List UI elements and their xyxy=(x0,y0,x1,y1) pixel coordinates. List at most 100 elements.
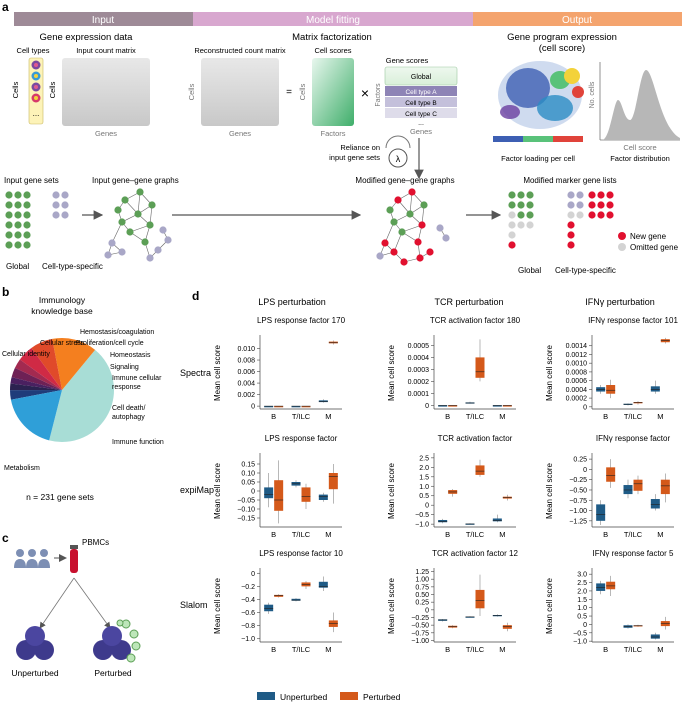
box xyxy=(633,475,643,495)
box xyxy=(448,489,458,497)
gene-dot xyxy=(508,241,516,249)
y-tick-label: 0 xyxy=(251,404,255,411)
y-axis-label: Mean cell score xyxy=(545,344,554,401)
legend-omitted-gene-swatch xyxy=(618,243,626,251)
box-body xyxy=(650,386,660,392)
pie-slice xyxy=(31,338,62,390)
gene-dot xyxy=(567,201,575,209)
x-tick-label: M xyxy=(325,412,331,421)
gene-dot xyxy=(526,191,534,199)
box xyxy=(492,614,502,617)
box xyxy=(596,580,606,595)
modified-marker-lists-title: Modified marker gene lists xyxy=(523,176,616,185)
svg-text:λ: λ xyxy=(396,154,401,164)
y-tick-label: −0.5 xyxy=(415,512,429,519)
box-plot: IFNγ response factor 101 Mean cell score 0… xyxy=(545,316,678,421)
y-tick-label: 2.5 xyxy=(577,580,587,587)
y-tick-label: 0 xyxy=(425,607,429,614)
box-body xyxy=(502,625,512,629)
box xyxy=(660,473,670,503)
global-factor-box xyxy=(384,66,458,86)
box-body xyxy=(633,479,643,491)
y-tick-label: 0.0004 xyxy=(408,355,430,362)
genes-axis-label-2: Genes xyxy=(229,129,251,138)
x-tick-label: B xyxy=(445,412,450,421)
box xyxy=(291,598,301,602)
x-tick-label: B xyxy=(603,645,608,654)
y-tick-label: −0.10 xyxy=(237,507,255,514)
y-axis-label: Mean cell score xyxy=(213,462,222,519)
graph-node xyxy=(126,228,134,236)
graph-node xyxy=(134,210,142,218)
box xyxy=(596,385,606,394)
genes-axis-label-1: Genes xyxy=(95,129,117,138)
y-tick-label: 1.00 xyxy=(415,577,429,584)
gene-dot xyxy=(597,201,605,209)
y-tick-label: −0.5 xyxy=(573,630,587,637)
genes-axis-label-3: Genes xyxy=(410,127,432,136)
y-tick-label: 0.25 xyxy=(415,600,429,607)
x-tick-label: T/ILC xyxy=(292,530,311,539)
graph-node xyxy=(400,258,408,266)
y-tick-label: −0.2 xyxy=(241,584,255,591)
gene-dot xyxy=(597,191,605,199)
x-tick-label: M xyxy=(657,645,663,654)
box-body xyxy=(264,406,274,408)
y-tick-label: 0.0012 xyxy=(566,352,588,359)
box xyxy=(650,494,660,511)
gene-dot xyxy=(508,221,516,229)
y-tick-label: −0.05 xyxy=(237,498,255,505)
reliance-label-line1: Reliance on xyxy=(340,143,380,152)
gene-dot xyxy=(14,231,22,239)
box xyxy=(448,625,458,629)
graph-node xyxy=(118,218,126,226)
graph-edge xyxy=(409,191,413,215)
box xyxy=(274,405,284,408)
global-input-dots xyxy=(5,191,31,249)
y-tick-label: −0.75 xyxy=(411,630,429,637)
box-plot: IFNγ response factor 5 Mean cell score −1.… xyxy=(545,549,674,654)
gene-dot xyxy=(61,191,69,199)
x-tick-label: B xyxy=(271,412,276,421)
y-tick-label: 0.75 xyxy=(415,584,429,591)
chart-title: TCR activation factor 180 xyxy=(430,316,521,325)
input-count-matrix-label: Input count matrix xyxy=(76,46,136,55)
pie-slice-label: Immune cellular xyxy=(112,375,162,382)
box xyxy=(623,479,633,499)
pie-slice-label: Immune function xyxy=(112,439,164,446)
y-tick-label: −1.00 xyxy=(411,638,429,645)
pie-slice-label: Cell death/ xyxy=(112,405,146,412)
gene-dot xyxy=(52,201,60,209)
graph-node xyxy=(381,239,389,247)
gene-dot xyxy=(567,191,575,199)
box xyxy=(465,401,475,404)
box xyxy=(502,494,512,501)
y-tick-label: 2.0 xyxy=(419,465,429,472)
graph-node xyxy=(146,254,154,262)
blood-tube-icon xyxy=(70,545,78,573)
box-body xyxy=(492,615,502,617)
box-body xyxy=(448,405,458,407)
modified-gene-graphs-title: Modified gene–gene graphs xyxy=(355,176,454,185)
gene-dot xyxy=(526,201,534,209)
kb-title-line2: knowledge base xyxy=(31,306,93,316)
gene-dot xyxy=(588,211,596,219)
graph-node xyxy=(390,218,398,226)
y-tick-label: 1.5 xyxy=(577,597,587,604)
graph-node xyxy=(141,238,149,246)
graph-node xyxy=(154,246,162,254)
gene-dot xyxy=(14,201,22,209)
unperturbed-cells-icon xyxy=(16,626,54,660)
panel-label-d: d xyxy=(192,289,199,303)
pie-slice xyxy=(11,367,62,390)
cell-type-c-label: Cell type C xyxy=(405,111,437,118)
box-body xyxy=(606,467,616,482)
y-tick-label: 0.10 xyxy=(241,471,255,478)
box-body xyxy=(291,406,301,408)
x-tick-label: B xyxy=(603,530,608,539)
cell-types-column: ... xyxy=(28,57,44,125)
box xyxy=(633,624,643,627)
pie-slice-label: autophagy xyxy=(112,414,145,421)
row-label-expimap: expiMap xyxy=(180,485,214,495)
global-factor-label: Global xyxy=(411,74,432,81)
